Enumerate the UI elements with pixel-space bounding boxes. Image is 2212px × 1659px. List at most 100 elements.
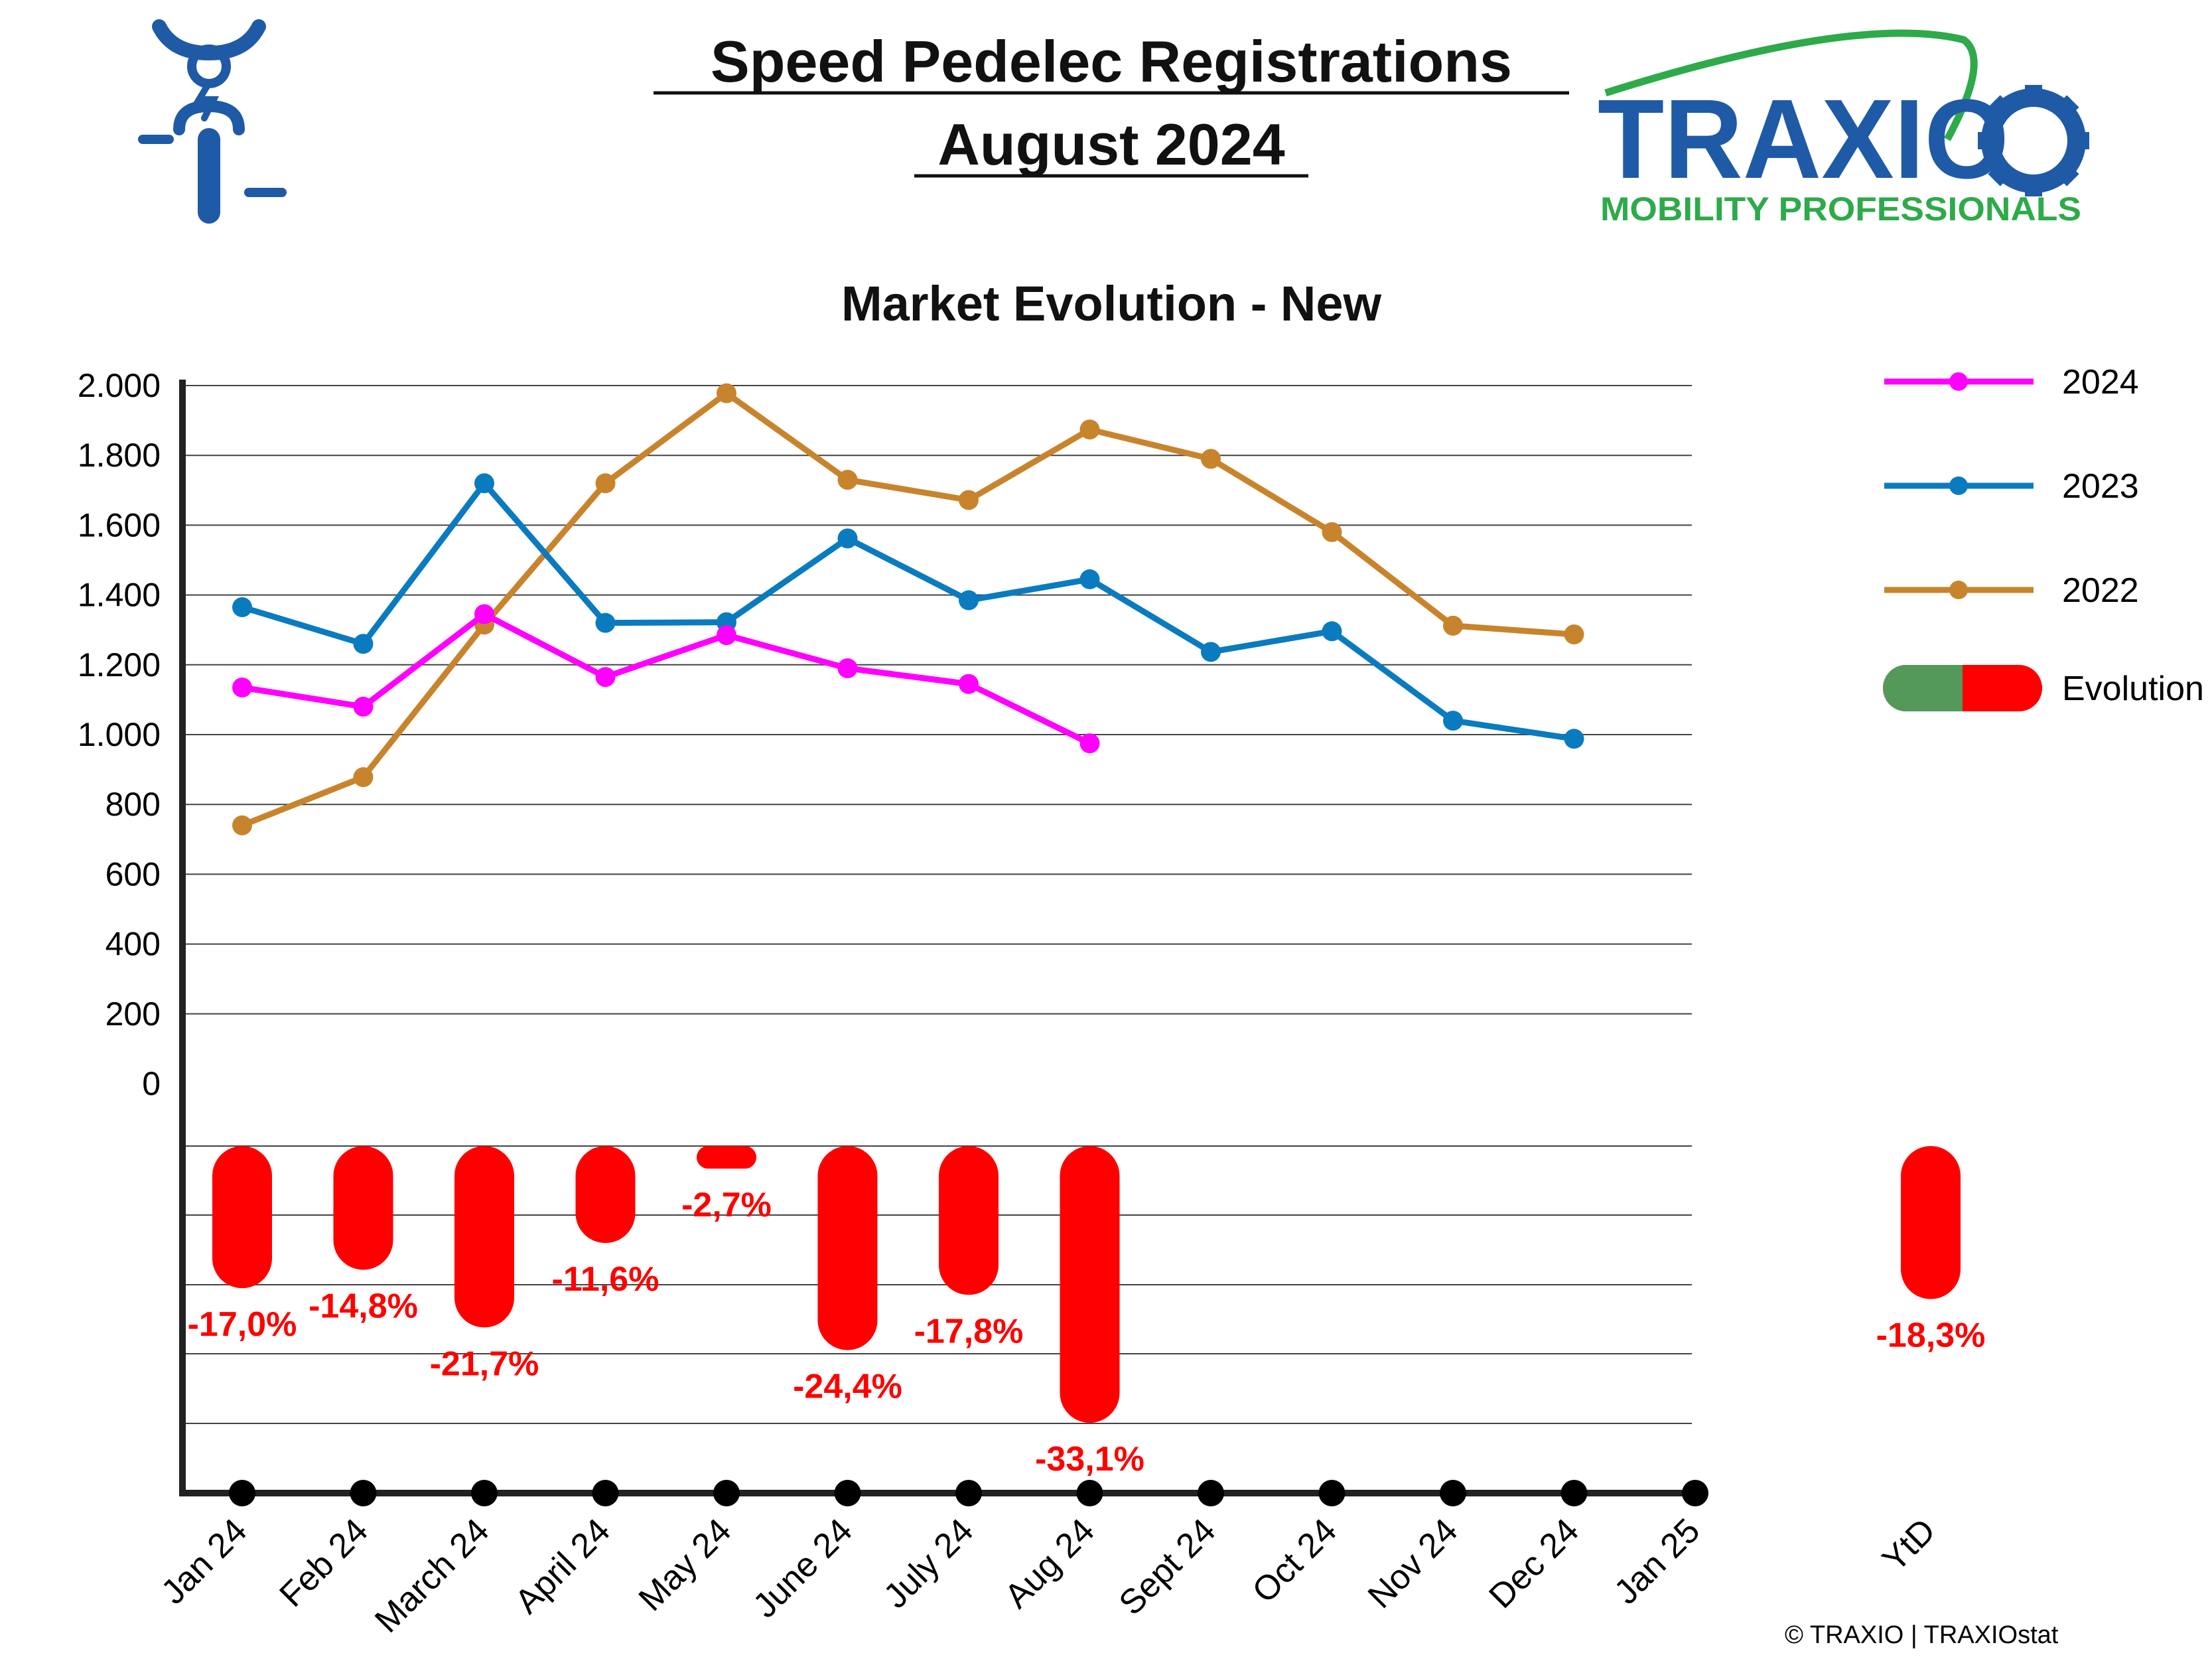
y-tick-label: 2.000	[78, 367, 161, 404]
y-tick-label: 800	[105, 786, 161, 823]
evolution-bar-label: -11,6%	[552, 1260, 659, 1299]
logo-swoosh	[1604, 29, 1978, 141]
data-point	[1443, 615, 1463, 636]
y-tick-label: 0	[142, 1065, 161, 1102]
evolution-bar-ytd	[1901, 1146, 1961, 1299]
data-point	[959, 490, 979, 510]
y-tick-label: 600	[105, 855, 161, 893]
x-tick-label: May 24	[632, 1511, 739, 1619]
legend-label: 2023	[2062, 467, 2139, 506]
data-point	[1079, 569, 1100, 589]
x-tick-label: July 24	[876, 1511, 981, 1616]
legend-item: 2023	[1884, 467, 2139, 506]
grid-lines	[182, 385, 1692, 1424]
x-tick-label: Jan 24	[154, 1511, 254, 1611]
title-line-1: Speed Pedelec Registrations	[711, 29, 1512, 94]
y-tick-label: 1.600	[78, 506, 161, 543]
evolution-bar	[454, 1146, 514, 1328]
x-axis-marker	[1560, 1480, 1588, 1506]
x-axis-marker	[592, 1480, 619, 1506]
series-2022	[232, 383, 1584, 835]
data-point	[595, 473, 616, 494]
data-point	[1079, 419, 1100, 440]
x-tick-label: Oct 24	[1245, 1511, 1344, 1610]
legend-swatch-point	[1949, 581, 1968, 599]
y-tick-label: 1.000	[78, 716, 161, 753]
legend-item: Evolution	[1883, 665, 2204, 711]
y-tick-label: 400	[105, 926, 161, 963]
legend-label: 2022	[2062, 571, 2139, 610]
evolution-bar	[1060, 1146, 1120, 1423]
evolution-bar	[333, 1146, 393, 1270]
series-line-2024	[242, 611, 1091, 747]
logo-tagline: MOBILITY PROFESSIONALS	[1600, 190, 2081, 228]
evolution-bar	[575, 1146, 636, 1244]
data-point	[1443, 710, 1463, 731]
x-tick-label: April 24	[508, 1511, 618, 1621]
series-line-2023	[241, 480, 1575, 742]
y-tick-label: 1.400	[78, 577, 161, 614]
x-tick-label: Aug 24	[997, 1511, 1102, 1616]
x-axis-marker	[1682, 1480, 1708, 1506]
x-axis-marker	[834, 1480, 861, 1506]
x-axis-markers	[229, 1480, 1708, 1506]
x-tick-label: June 24	[746, 1511, 860, 1625]
evolution-bar-label: -24,4%	[793, 1367, 902, 1406]
evolution-bar	[817, 1146, 878, 1350]
data-point	[595, 667, 616, 687]
chart-title: Market Evolution - New	[841, 276, 1382, 331]
y-tick-label: 200	[105, 995, 161, 1033]
data-point	[353, 696, 374, 717]
x-axis-marker	[229, 1480, 255, 1506]
legend-label: Evolution	[2062, 670, 2204, 708]
data-point	[1079, 733, 1100, 754]
evolution-bar-label: -14,8%	[309, 1287, 418, 1325]
legend-swatch-pill-positive	[1883, 665, 1963, 711]
data-point	[232, 597, 252, 618]
y-tick-label: 1.800	[78, 437, 161, 474]
evolution-bar-ytd-label: -18,3%	[1876, 1317, 1986, 1355]
x-axis-marker	[1198, 1480, 1224, 1506]
x-tick-label: Nov 24	[1361, 1511, 1466, 1616]
evolution-bar-label: -21,7%	[430, 1344, 539, 1383]
data-point	[717, 383, 736, 403]
x-tick-label: Sept 24	[1112, 1511, 1223, 1623]
x-axis-marker	[1076, 1480, 1103, 1506]
x-tick-label-ytd: YtD	[1875, 1511, 1943, 1579]
gear-icon	[1978, 85, 2089, 196]
data-point	[959, 590, 979, 611]
evolution-bar	[697, 1146, 756, 1169]
data-point	[353, 634, 374, 654]
x-axis-marker	[1440, 1480, 1466, 1506]
data-point	[1201, 642, 1221, 662]
x-tick-label: Dec 24	[1482, 1511, 1586, 1616]
x-axis-marker	[350, 1480, 377, 1506]
data-point	[232, 677, 252, 697]
data-point	[474, 473, 494, 494]
y-axis-ticks: 0 200 400 600 800 1.000 1.200 1.400 1.600 1.800 2.…	[78, 367, 161, 1102]
data-point	[1201, 449, 1221, 469]
x-tick-label: Feb 24	[272, 1511, 375, 1614]
line-series	[232, 383, 1584, 835]
evolution-bar-label: -33,1%	[1035, 1440, 1144, 1479]
legend-item: 2022	[1884, 571, 2139, 610]
traxio-logo: TRAXIO MOBILITY PROFESSIONALS	[1598, 29, 2089, 228]
data-point	[232, 815, 252, 835]
series-2023	[232, 473, 1584, 749]
copyright-credit: © TRAXIO | TRAXIOstat	[1785, 1621, 2059, 1649]
data-point	[353, 767, 374, 788]
legend-swatch-point	[1949, 372, 1968, 391]
legend-item: 2024	[1884, 363, 2139, 401]
data-point	[837, 470, 858, 490]
data-point	[837, 658, 858, 679]
data-point	[1322, 621, 1342, 642]
x-tick-label: Jan 25	[1607, 1511, 1707, 1611]
evolution-bars: -17,0% -14,8% -21,7% -11,6% -2,7% -24,4% -17,8…	[188, 1146, 1986, 1479]
data-point	[959, 674, 979, 694]
data-point	[1322, 522, 1342, 542]
x-axis-marker	[1318, 1480, 1346, 1506]
legend-swatch-point	[1949, 476, 1968, 495]
title-line-2: August 2024	[937, 111, 1284, 177]
